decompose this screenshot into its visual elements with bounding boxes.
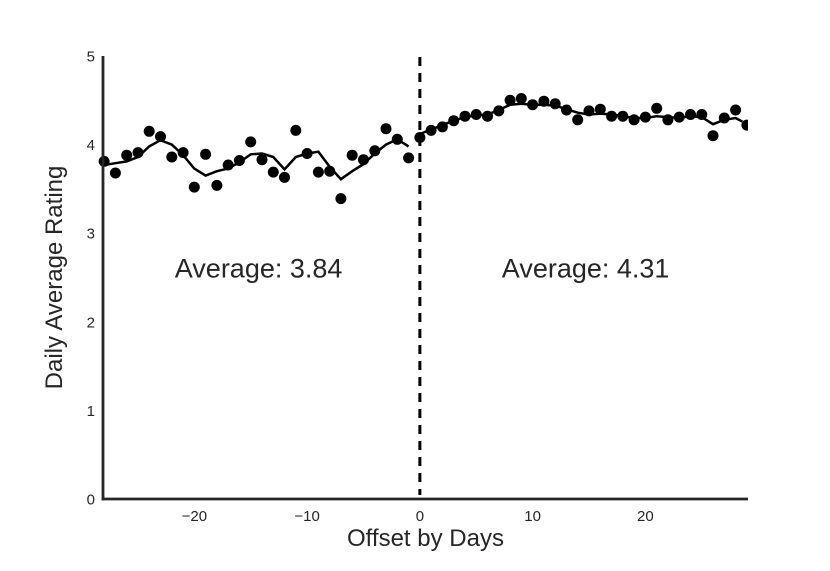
scatter-point [222,159,234,171]
scatter-point [448,115,460,127]
y-tick-label: 4 [87,137,95,154]
scatter-point [267,166,279,178]
scatter-point [730,104,742,116]
scatter-point [380,123,392,135]
scatter-points-group [98,93,748,205]
scatter-point [245,136,257,148]
scatter-point [256,154,268,166]
scatter-point [493,105,505,117]
scatter-point [639,111,651,123]
scatter-point [436,121,448,133]
y-tick-label: 0 [87,492,95,509]
scatter-point [538,95,550,107]
y-tick-label: 1 [87,403,95,420]
scatter-point [312,166,324,178]
y-axis-label: Daily Average Rating [41,166,68,390]
annotations-group: Average: 3.84 Average: 4.31 [175,254,670,284]
scatter-point [121,149,133,161]
scatter-point [132,147,144,159]
x-tick-label: −10 [294,508,319,525]
scatter-point [403,152,415,164]
scatter-point [358,154,369,166]
scatter-point [346,149,358,161]
scatter-point [324,165,336,177]
x-tick-label: 10 [524,508,541,525]
axis-labels-group: Offset by Days Daily Average Rating [41,166,504,552]
tick-labels-group: 0 1 2 3 4 5 −20 −10 0 10 20 [87,49,654,526]
x-tick-label: −20 [182,508,207,525]
scatter-point [527,99,539,111]
scatter-point [673,111,685,123]
scatter-point [155,131,166,143]
scatter-point [109,167,121,179]
scatter-point [369,145,381,157]
x-tick-label: 0 [416,508,424,525]
scatter-point [425,124,437,136]
scatter-point [233,155,245,166]
scatter-point [177,147,189,159]
scatter-point [166,151,178,163]
scatter-point [335,193,347,205]
scatter-point [594,103,606,115]
post-average-annotation: Average: 4.31 [502,254,670,284]
scatter-point [561,104,572,116]
pre-period-trend-line [103,137,410,181]
scatter-point [414,132,426,143]
scatter-point [696,109,708,120]
scatter-point [741,119,748,131]
y-tick-label: 3 [87,226,95,243]
x-axis-label: Offset by Days [347,525,504,552]
scatter-point [662,114,674,126]
scatter-point [459,110,471,122]
y-tick-label: 2 [87,314,95,331]
scatter-point [617,110,629,122]
scatter-point [583,105,595,117]
scatter-point [628,114,640,126]
scatter-point [279,171,290,183]
scatter-point [572,114,584,126]
scatter-point [504,94,516,106]
scatter-point [482,110,493,122]
pre-average-annotation: Average: 3.84 [175,254,343,284]
scatter-point [470,109,482,120]
scatter-point [211,179,223,191]
scatter-point [391,133,403,145]
scatter-point [707,130,719,142]
scatter-point [515,93,527,104]
scatter-point [143,125,155,137]
scatter-point [200,148,212,160]
x-tick-label: 20 [637,508,654,525]
scatter-point [188,181,200,193]
scatter-point [606,110,618,122]
scatter-point [651,102,663,114]
scatter-point [685,109,696,120]
scatter-point [301,148,313,159]
scatter-point [290,124,302,136]
y-tick-label: 5 [87,49,95,66]
axes-spines-group [101,56,748,501]
scatter-point [718,112,730,124]
scatter-point [549,98,561,110]
